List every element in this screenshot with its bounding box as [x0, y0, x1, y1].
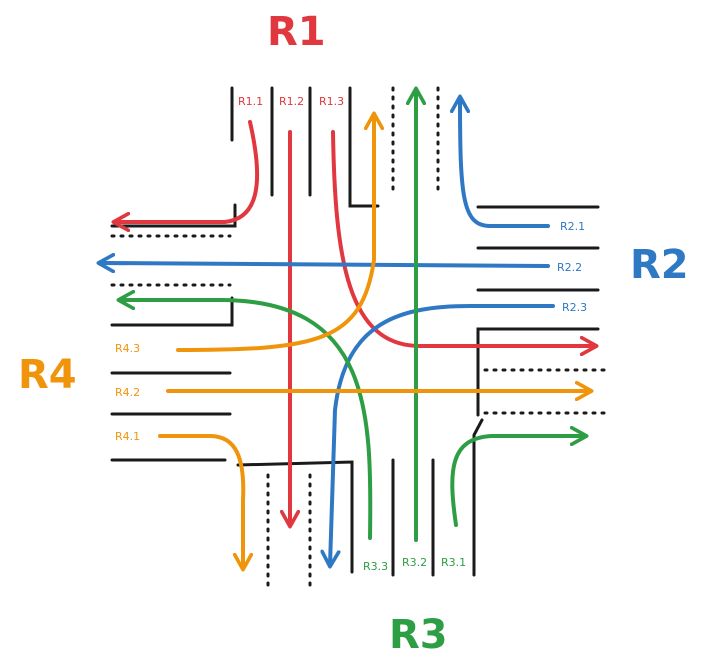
r2-1-right-turn-path [460, 98, 550, 228]
r1-right-corner [348, 86, 380, 208]
lane-label-r1-1: R1.1 [238, 95, 263, 108]
road-markings [110, 86, 607, 592]
road-label-r4: R4 [18, 352, 77, 398]
r3-3-left-turn-path [120, 300, 373, 540]
road-label-r2: R2 [630, 242, 689, 288]
lane-label-r2-3: R2.3 [562, 301, 587, 314]
r4-paths [158, 115, 590, 568]
r3-left-corner [236, 460, 354, 574]
r1-3-left-turn-path [331, 130, 595, 346]
r2-bottom-corner [476, 327, 600, 417]
lane-label-r1-3: R1.3 [319, 95, 344, 108]
r4-1-right-turn-path [158, 434, 243, 568]
r4-mid-corner [110, 296, 234, 327]
r4-3-left-turn-path [176, 115, 374, 352]
road-labels: R1 R2 R3 R4 [18, 9, 689, 658]
lane-label-r1-2: R1.2 [279, 95, 304, 108]
lane-label-r3-2: R3.2 [402, 556, 427, 569]
r3-right-corner [472, 418, 484, 577]
lane-label-r3-3: R3.3 [363, 560, 388, 573]
lane-label-r2-1: R2.1 [560, 220, 585, 233]
lane-label-r4-1: R4.1 [115, 430, 140, 443]
r3-1-right-turn-path [450, 436, 585, 527]
road-label-r1: R1 [267, 9, 326, 55]
lane-labels: R1.1 R1.2 R1.3 R2.1 R2.2 R2.3 R3.3 R3.2 … [115, 95, 587, 573]
r1-paths [115, 120, 595, 525]
lane-label-r2-2: R2.2 [557, 261, 582, 274]
lane-label-r4-3: R4.3 [115, 342, 140, 355]
road-label-r3: R3 [389, 612, 448, 658]
lane-label-r4-2: R4.2 [115, 386, 140, 399]
r1-1-right-turn-path [115, 120, 260, 222]
r3-paths [120, 90, 585, 542]
r2-2-straight-path [100, 263, 550, 266]
r4-top-corner [110, 203, 237, 228]
lane-label-r3-1: R3.1 [441, 556, 466, 569]
